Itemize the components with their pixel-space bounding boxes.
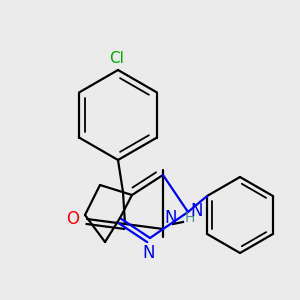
- Text: N: N: [164, 209, 176, 227]
- Text: O: O: [66, 210, 79, 228]
- Text: N: N: [143, 244, 155, 262]
- Text: Cl: Cl: [110, 51, 124, 66]
- Text: H: H: [185, 211, 195, 225]
- Text: N: N: [190, 202, 203, 220]
